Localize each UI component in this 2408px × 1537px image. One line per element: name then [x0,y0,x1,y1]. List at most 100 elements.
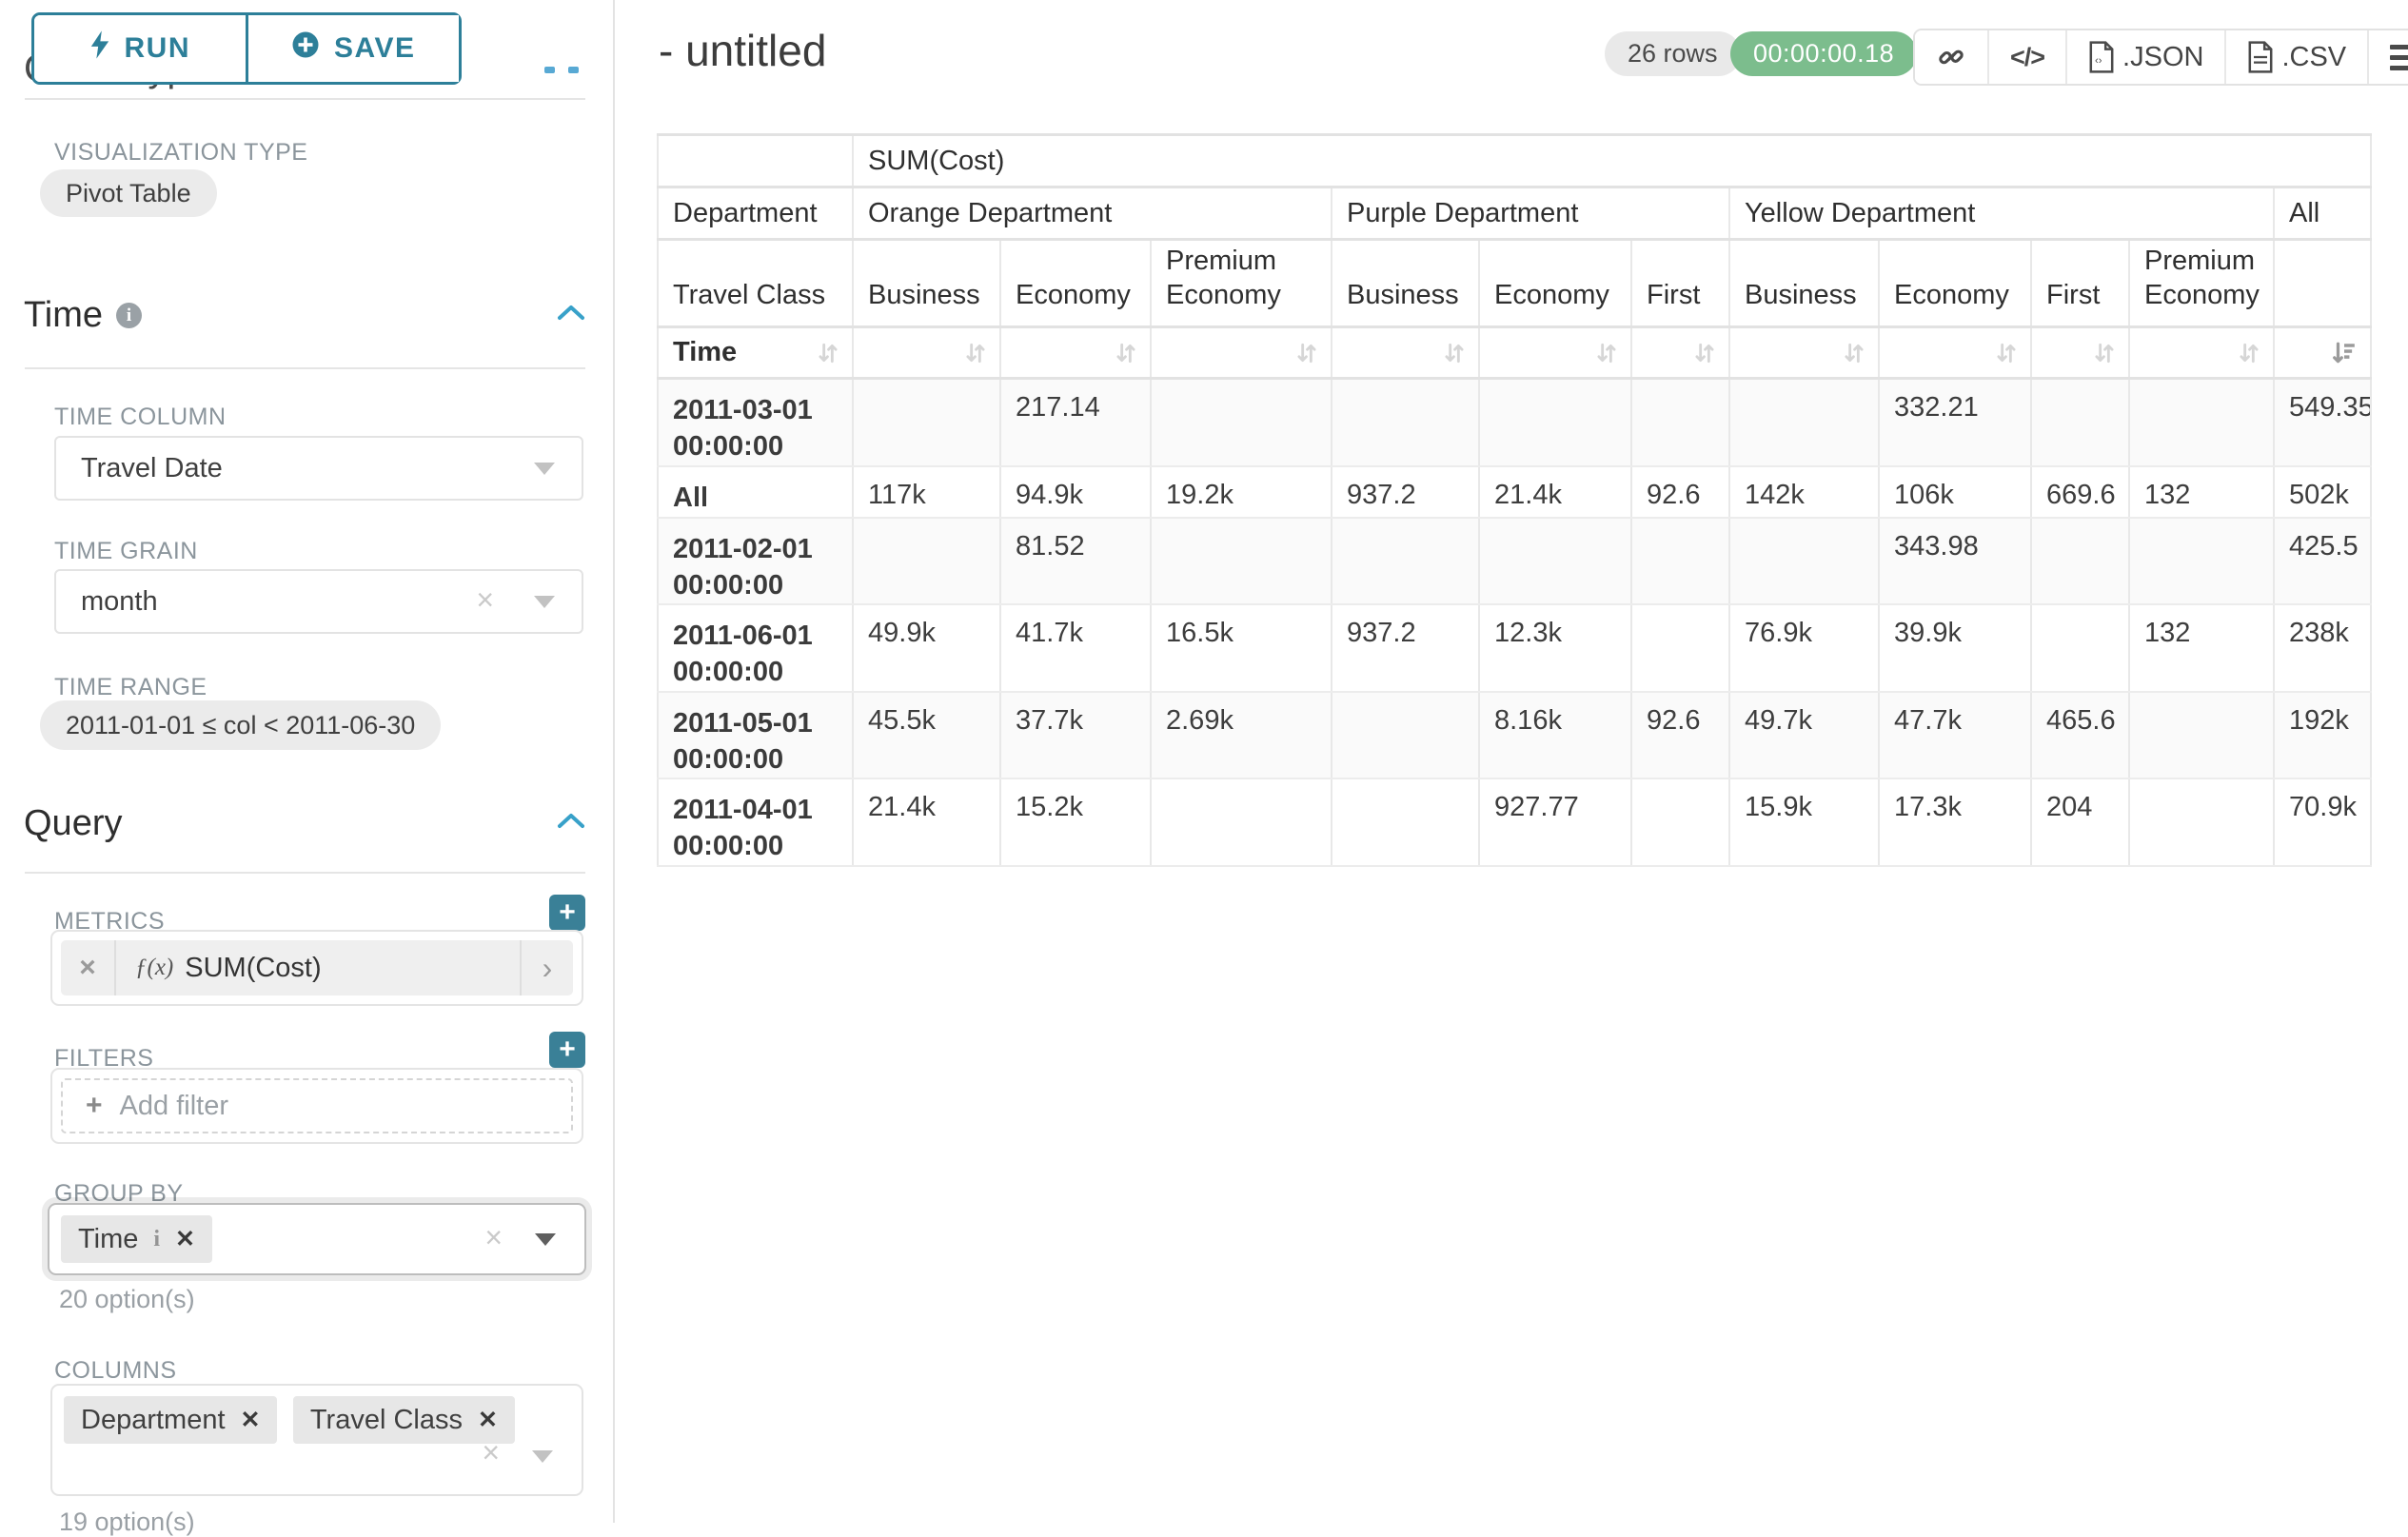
remove-metric-icon[interactable]: × [61,940,116,995]
remove-tag-icon[interactable]: ✕ [478,1407,498,1433]
panel-resize-handle[interactable] [544,67,579,73]
column-sort-header[interactable] [2128,325,2275,380]
time-sort-header[interactable]: Time [657,325,854,380]
pivot-cell: 192k [2272,691,2373,780]
group-by-label: GROUP BY [54,1180,184,1207]
travel-class-header: First [2030,238,2130,328]
view-query-button[interactable]: </> [1989,30,2068,84]
export-toolbar: </> ‹› .JSON .CSV [1913,29,2408,86]
travel-class-header: Business [852,238,1001,328]
run-button[interactable]: RUN [34,15,248,82]
pivot-cell: 21.4k [852,778,1001,867]
filters-label: FILTERS [54,1045,154,1072]
time-column-select[interactable]: Travel Date [54,436,583,501]
department-group-header: Purple Department [1331,186,1730,241]
column-sort-header[interactable] [1478,325,1632,380]
filters-box: + Add filter [50,1068,583,1144]
columns-tag[interactable]: Travel Class ✕ [292,1396,515,1444]
column-sort-header[interactable] [1630,325,1730,380]
pivot-cell [1630,378,1730,467]
divider [25,367,585,369]
travel-class-header: First [1630,238,1730,328]
pivot-row: 2011-05-01 00:00:00 45.5k 37.7k 2.69k 8.16k 9… [657,691,2373,780]
group-by-select[interactable]: Time i ✕ × [48,1203,586,1275]
export-json-button[interactable]: ‹› .JSON [2067,30,2227,84]
column-sort-header[interactable] [1878,325,2032,380]
pivot-cell: 343.98 [1878,517,2032,606]
more-options-button[interactable] [2369,30,2408,84]
travel-class-header: Business [1728,238,1880,328]
add-metric-button[interactable]: + [549,895,585,931]
query-section-title: Query [24,803,123,843]
group-by-tag[interactable]: Time i ✕ [61,1215,212,1263]
pivot-cell: 465.6 [2030,691,2130,780]
save-button[interactable]: SAVE [247,15,459,82]
column-sort-header[interactable] [1150,325,1332,380]
column-sort-header[interactable] [2272,325,2373,380]
travel-class-header: Business [1331,238,1480,328]
column-sort-header[interactable] [999,325,1152,380]
pivot-cell: 117k [852,465,1001,519]
travel-class-header: Premium Economy [1150,238,1332,328]
pivot-cell: 132 [2128,465,2275,519]
pivot-cell: 142k [1728,465,1880,519]
time-range-pill[interactable]: 2011-01-01 ≤ col < 2011-06-30 [40,700,442,750]
pivot-cell: 92.6 [1630,691,1730,780]
run-save-button-group: RUN SAVE [31,12,462,85]
department-axis-label: Department [657,186,854,241]
clear-icon[interactable]: × [476,582,494,618]
collapse-chevron-icon[interactable] [556,303,586,324]
info-icon: i [153,1226,161,1251]
pivot-cell: 12.3k [1478,604,1632,693]
viz-type-pill[interactable]: Pivot Table [40,169,217,217]
code-icon: </> [2010,42,2045,71]
pivot-row: 2011-06-01 00:00:00 49.9k 41.7k 16.5k 937.2 1… [657,604,2373,693]
pivot-cell [1630,517,1730,606]
pivot-row: All 117k 94.9k 19.2k 937.2 21.4k 92.6 142k 106k 6… [657,465,2373,519]
columns-select[interactable]: Department ✕ Travel Class ✕ × [50,1384,583,1496]
metric-pill[interactable]: × ƒ(x) SUM(Cost) › [61,940,573,995]
remove-tag-icon[interactable]: ✕ [175,1226,195,1252]
pivot-cell: 49.7k [1728,691,1880,780]
time-grain-select[interactable]: month × [54,569,583,634]
chevron-right-icon[interactable]: › [520,940,573,995]
chevron-down-icon [534,463,555,475]
pivot-cell [1630,604,1730,693]
pivot-row: 2011-03-01 00:00:00 217.14 332.21 549.35 [657,378,2373,467]
time-column-label: TIME COLUMN [54,404,227,430]
pivot-cell [2030,604,2130,693]
pivot-cell [1150,778,1332,867]
column-sort-header[interactable] [1728,325,1880,380]
divider [25,872,585,874]
column-sort-header[interactable] [2030,325,2130,380]
pivot-cell: 70.9k [2272,778,2373,867]
pivot-table: SUM(Cost) Department Orange Department Purp… [657,133,2373,867]
column-sort-header[interactable] [852,325,1001,380]
pivot-cell: 19.2k [1150,465,1332,519]
pivot-cell: 2.69k [1150,691,1332,780]
pivot-cell [1150,517,1332,606]
clear-icon[interactable]: × [484,1220,503,1255]
clear-icon[interactable]: × [482,1435,500,1470]
pivot-cell: 238k [2272,604,2373,693]
remove-tag-icon[interactable]: ✕ [240,1407,261,1433]
column-sort-header[interactable] [1331,325,1480,380]
pivot-cell: 204 [2030,778,2130,867]
export-csv-button[interactable]: .CSV [2226,30,2370,84]
chart-title[interactable]: - untitled [659,26,827,75]
pivot-cell: 549.35 [2272,378,2373,467]
share-link-button[interactable] [1915,30,1989,84]
department-group-header: Yellow Department [1728,186,2275,241]
pivot-cell: 425.5 [2272,517,2373,606]
add-filter-dropzone[interactable]: + Add filter [61,1078,573,1133]
tag-label: Travel Class [309,1404,463,1435]
row-count-badge: 26 rows [1605,31,1741,76]
pivot-cell: 37.7k [999,691,1152,780]
pivot-cell [1331,517,1480,606]
pivot-cell: 106k [1878,465,2032,519]
columns-tag[interactable]: Department ✕ [64,1396,278,1444]
pivot-cell: 47.7k [1878,691,2032,780]
collapse-chevron-icon[interactable] [556,811,586,832]
pivot-cell: 132 [2128,604,2275,693]
add-filter-button[interactable]: + [549,1032,585,1068]
